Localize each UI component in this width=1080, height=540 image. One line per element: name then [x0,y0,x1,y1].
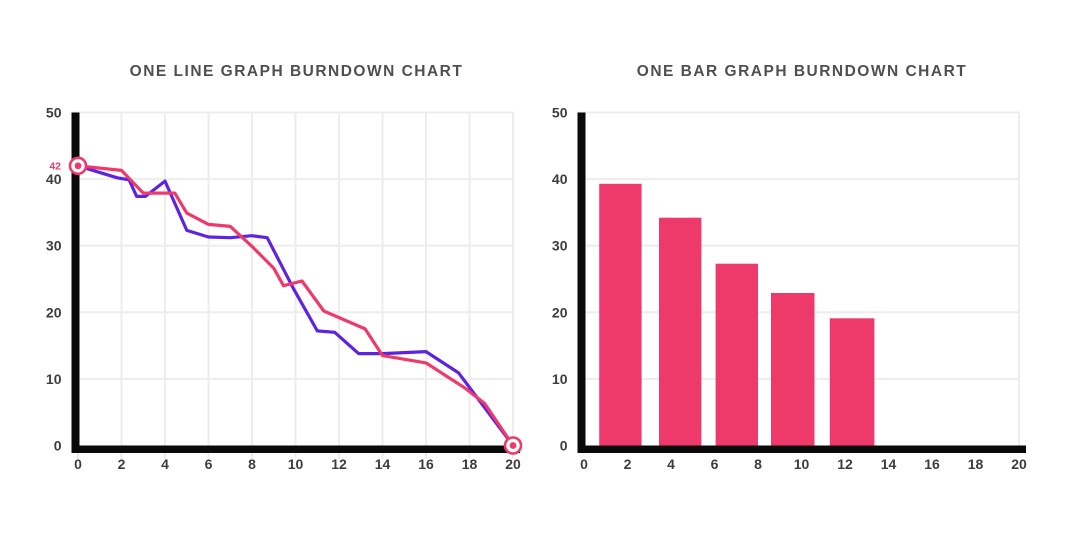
line-chart-panel: ONE LINE GRAPH BURNDOWN CHART 42 0 2 4 6 8 10 1… [46,63,523,472]
y-tick-label: 50 [46,105,62,121]
start-value-label: 42 [49,160,61,172]
x-tick-label: 6 [711,456,719,472]
y-tick-label: 50 [552,105,568,121]
x-tick-label: 0 [74,456,82,472]
y-tick-label: 40 [552,171,568,187]
y-tick-label: 10 [46,371,62,387]
y-tick-label: 20 [46,304,62,320]
x-tick-label: 2 [624,456,632,472]
x-tick-label: 4 [667,456,675,472]
pink-line [76,164,515,448]
bar-rect [829,318,875,446]
bar-rect [659,217,702,446]
y-tick-label: 30 [552,238,568,254]
x-tick-label: 10 [288,456,304,472]
x-tick-label: 4 [161,456,169,472]
line-chart: 42 0 2 4 6 8 10 12 14 16 18 20 0 10 20 30 40 50 [46,105,523,472]
x-tick-label: 2 [118,456,126,472]
x-tick-label: 10 [794,456,810,472]
bar-chart-title: ONE BAR GRAPH BURNDOWN CHART [636,63,968,80]
bar-rect [771,293,815,446]
x-tick-label: 12 [837,456,853,472]
bar-rect [715,263,758,446]
x-axis-bar [577,445,1026,453]
x-tick-label: 14 [881,456,897,472]
x-tick-label: 12 [331,456,347,472]
y-axis-bar [71,112,80,453]
x-tick-label: 6 [205,456,213,472]
y-tick-label: 0 [54,438,62,454]
bar-rect [599,183,642,446]
x-tick-label: 0 [580,456,588,472]
x-tick-label: 20 [1011,456,1027,472]
start-marker-dot [74,162,82,170]
x-tick-label: 16 [418,456,434,472]
bar-chart: 0 2 4 6 8 10 12 14 16 18 20 0 10 20 30 40 50 [552,105,1027,473]
x-tick-label: 14 [375,456,391,472]
x-axis-bar [71,445,520,453]
x-tick-label: 8 [248,456,256,472]
bar-chart-panel: ONE BAR GRAPH BURNDOWN CHART 0 2 4 6 8 10 12 14… [540,0,1080,540]
y-tick-label: 40 [46,171,62,187]
y-axis-bar [577,112,586,453]
end-marker-dot [509,442,517,449]
line-chart-title: ONE LINE GRAPH BURNDOWN CHART [129,63,464,80]
y-tick-label: 10 [552,371,568,387]
x-tick-label: 18 [462,456,478,472]
x-tick-label: 20 [505,456,521,472]
x-tick-label: 18 [968,456,984,472]
x-tick-label: 8 [754,456,762,472]
y-tick-label: 30 [46,238,62,254]
y-tick-label: 20 [552,304,568,320]
x-tick-label: 16 [924,456,940,472]
y-tick-label: 0 [560,438,568,454]
